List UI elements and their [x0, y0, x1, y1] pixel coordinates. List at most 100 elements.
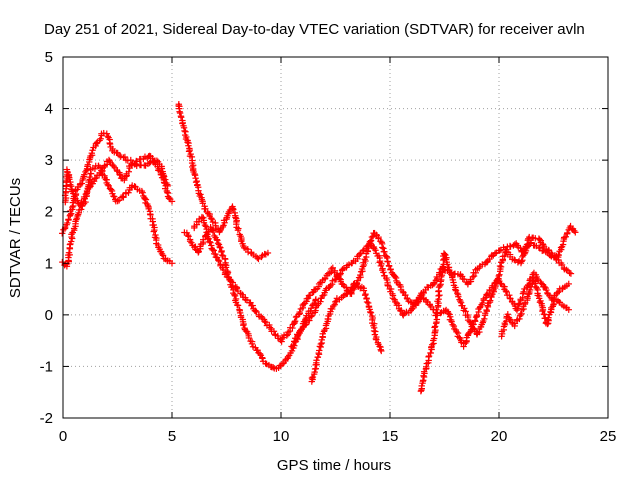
data-point — [518, 306, 526, 314]
data-point — [504, 311, 512, 318]
data-point — [384, 258, 391, 265]
series-track-j — [498, 274, 572, 340]
data-point — [436, 282, 444, 289]
series-track-b — [59, 162, 176, 270]
y-tick-label: -1 — [40, 358, 53, 375]
data-point — [291, 338, 298, 345]
data-point — [139, 189, 146, 196]
data-point — [381, 248, 388, 256]
data-point — [214, 240, 222, 247]
data-point — [562, 233, 570, 240]
data-point — [398, 307, 405, 314]
data-point — [380, 269, 387, 276]
data-point — [538, 280, 545, 287]
data-point — [270, 328, 278, 335]
data-point — [508, 319, 516, 326]
y-tick-label: 2 — [45, 204, 53, 221]
data-point — [283, 332, 290, 339]
data-point — [433, 306, 440, 314]
data-point — [410, 301, 418, 308]
data-point — [339, 266, 346, 273]
data-point — [106, 140, 114, 148]
data-point — [219, 223, 227, 231]
data-point — [412, 300, 419, 307]
series-track-i — [417, 222, 579, 395]
data-point — [59, 230, 66, 237]
data-point — [366, 308, 374, 316]
data-point — [159, 252, 167, 259]
data-point — [428, 341, 436, 348]
data-point — [496, 262, 504, 270]
data-point — [70, 190, 77, 197]
plot-border — [62, 56, 609, 419]
data-point — [503, 288, 510, 296]
y-tick-label: 4 — [45, 101, 53, 118]
x-tick-label: 10 — [273, 428, 290, 445]
y-tick-label: 0 — [45, 307, 53, 324]
data-point — [114, 197, 121, 205]
data-point — [515, 301, 522, 308]
data-point — [111, 193, 118, 200]
data-point — [231, 291, 238, 298]
data-point — [120, 194, 127, 201]
data-point — [177, 114, 185, 121]
data-point — [330, 302, 337, 310]
data-point — [449, 321, 456, 328]
data-point — [261, 318, 268, 325]
data-point — [156, 167, 164, 175]
data-point — [359, 247, 367, 255]
data-point — [202, 205, 209, 213]
data-point — [64, 219, 71, 227]
data-point — [367, 238, 374, 245]
data-point — [560, 234, 568, 241]
data-point — [378, 347, 385, 355]
data-point — [80, 198, 87, 205]
data-point — [164, 182, 171, 190]
data-point — [209, 228, 217, 236]
data-point — [256, 350, 264, 357]
data-point — [354, 277, 362, 284]
data-point — [234, 227, 242, 234]
data-point — [215, 257, 223, 265]
data-point — [83, 188, 91, 196]
data-point — [181, 127, 188, 135]
data-point — [186, 146, 193, 154]
data-point — [336, 271, 344, 278]
data-point — [491, 250, 499, 257]
data-point — [205, 235, 212, 243]
data-point — [162, 176, 169, 183]
y-tick-label: 1 — [45, 255, 53, 272]
data-point — [289, 324, 296, 332]
series-track-h — [308, 280, 385, 385]
data-point — [328, 305, 336, 313]
data-point — [460, 343, 467, 350]
data-point — [328, 265, 335, 273]
data-point — [495, 272, 502, 280]
data-point — [529, 274, 537, 281]
data-point — [91, 165, 99, 173]
chart-title: Day 251 of 2021, Sidereal Day-to-day VTE… — [44, 21, 585, 38]
data-point — [379, 244, 386, 251]
data-point — [483, 291, 490, 298]
data-point — [297, 327, 304, 334]
data-point — [217, 244, 224, 251]
data-point — [514, 259, 522, 266]
data-point — [542, 315, 549, 322]
data-point — [370, 327, 378, 335]
data-point — [252, 307, 259, 314]
data-point — [511, 256, 518, 263]
data-point — [364, 243, 372, 250]
data-point — [284, 353, 292, 361]
data-point — [331, 301, 338, 308]
data-point — [496, 247, 503, 254]
data-point — [144, 202, 152, 210]
data-point — [564, 229, 571, 237]
data-point — [116, 171, 124, 179]
data-point — [506, 291, 513, 299]
series-track-d — [175, 101, 272, 263]
data-point — [125, 168, 132, 175]
data-point — [418, 291, 426, 299]
data-point — [150, 228, 158, 235]
data-point — [523, 241, 531, 248]
data-point — [186, 238, 194, 245]
